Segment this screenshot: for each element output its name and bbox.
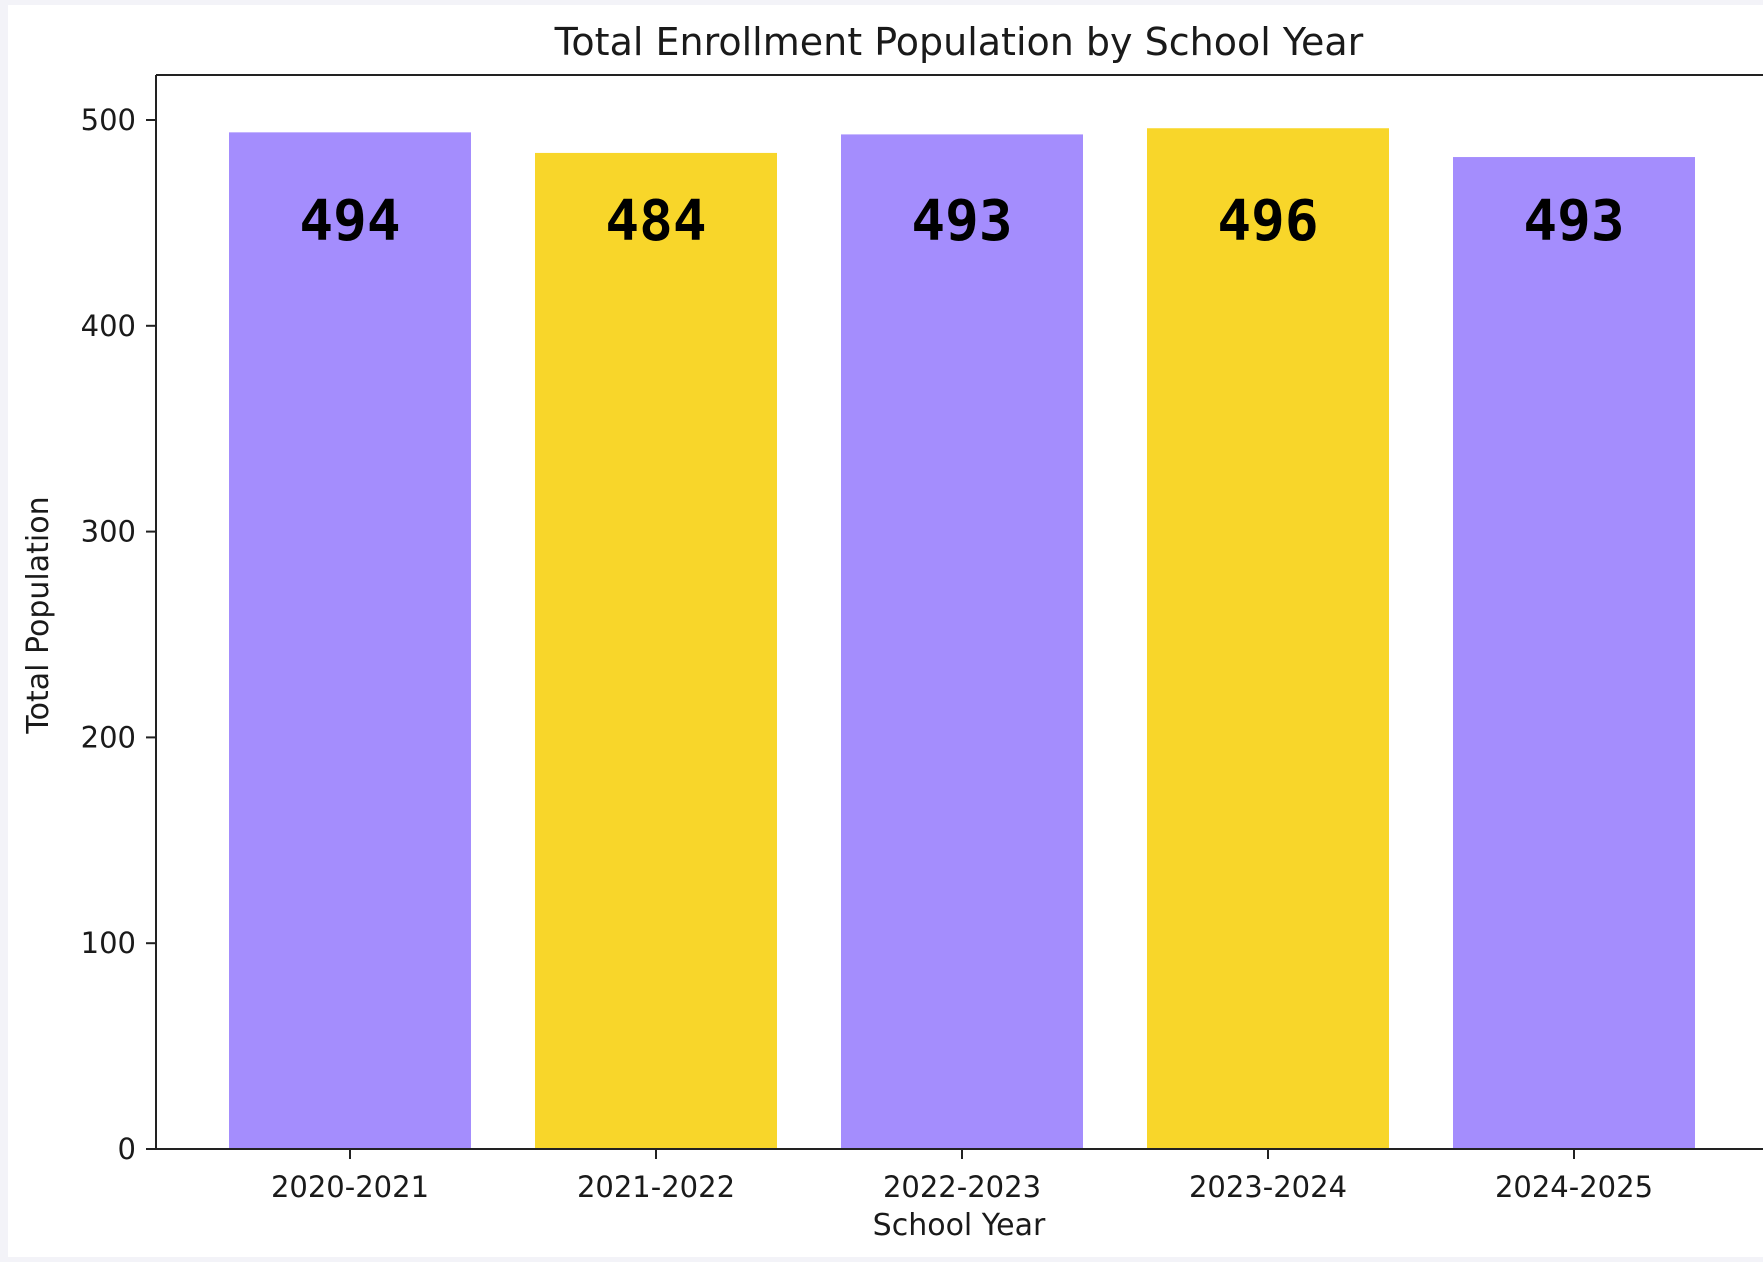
- x-tick-label: 2021-2022: [577, 1170, 735, 1204]
- bars-group: [229, 128, 1695, 1150]
- data-labels-group: 494 484 493 496 493: [299, 189, 1624, 254]
- x-tick-label: 2023-2024: [1189, 1170, 1347, 1204]
- data-label: 494: [299, 189, 400, 254]
- x-axis-label: School Year: [873, 1208, 1046, 1243]
- y-tick-label: 0: [118, 1132, 136, 1166]
- y-tick-label: 400: [81, 309, 136, 343]
- chart-page: Total Enrollment Population by School Ye…: [8, 5, 1763, 1257]
- x-tick-label: 2024-2025: [1495, 1170, 1653, 1204]
- data-label: 496: [1217, 189, 1318, 254]
- bar-2023-2024: [1147, 128, 1389, 1149]
- y-tick-label: 300: [81, 515, 136, 549]
- ticks-group: 2020-2021 2021-2022 2022-2023 2023-2024 2024…: [81, 103, 1653, 1204]
- x-tick-label: 2022-2023: [883, 1170, 1041, 1204]
- bar-chart: Total Enrollment Population by School Ye…: [21, 20, 1763, 1243]
- y-axis-label: Total Population: [21, 496, 56, 734]
- bar-2021-2022: [535, 152, 777, 1150]
- data-label: 493: [1523, 189, 1624, 254]
- bar-2022-2023: [841, 134, 1083, 1149]
- data-label: 484: [605, 189, 706, 254]
- x-tick-label: 2020-2021: [271, 1170, 429, 1204]
- y-tick-label: 100: [81, 926, 136, 960]
- bar-2020-2021: [229, 132, 471, 1149]
- chart-title: Total Enrollment Population by School Ye…: [554, 20, 1364, 64]
- data-label: 493: [911, 189, 1012, 254]
- y-tick-label: 200: [81, 720, 136, 754]
- bar-2024-2025: [1453, 157, 1695, 1149]
- y-tick-label: 500: [81, 103, 136, 137]
